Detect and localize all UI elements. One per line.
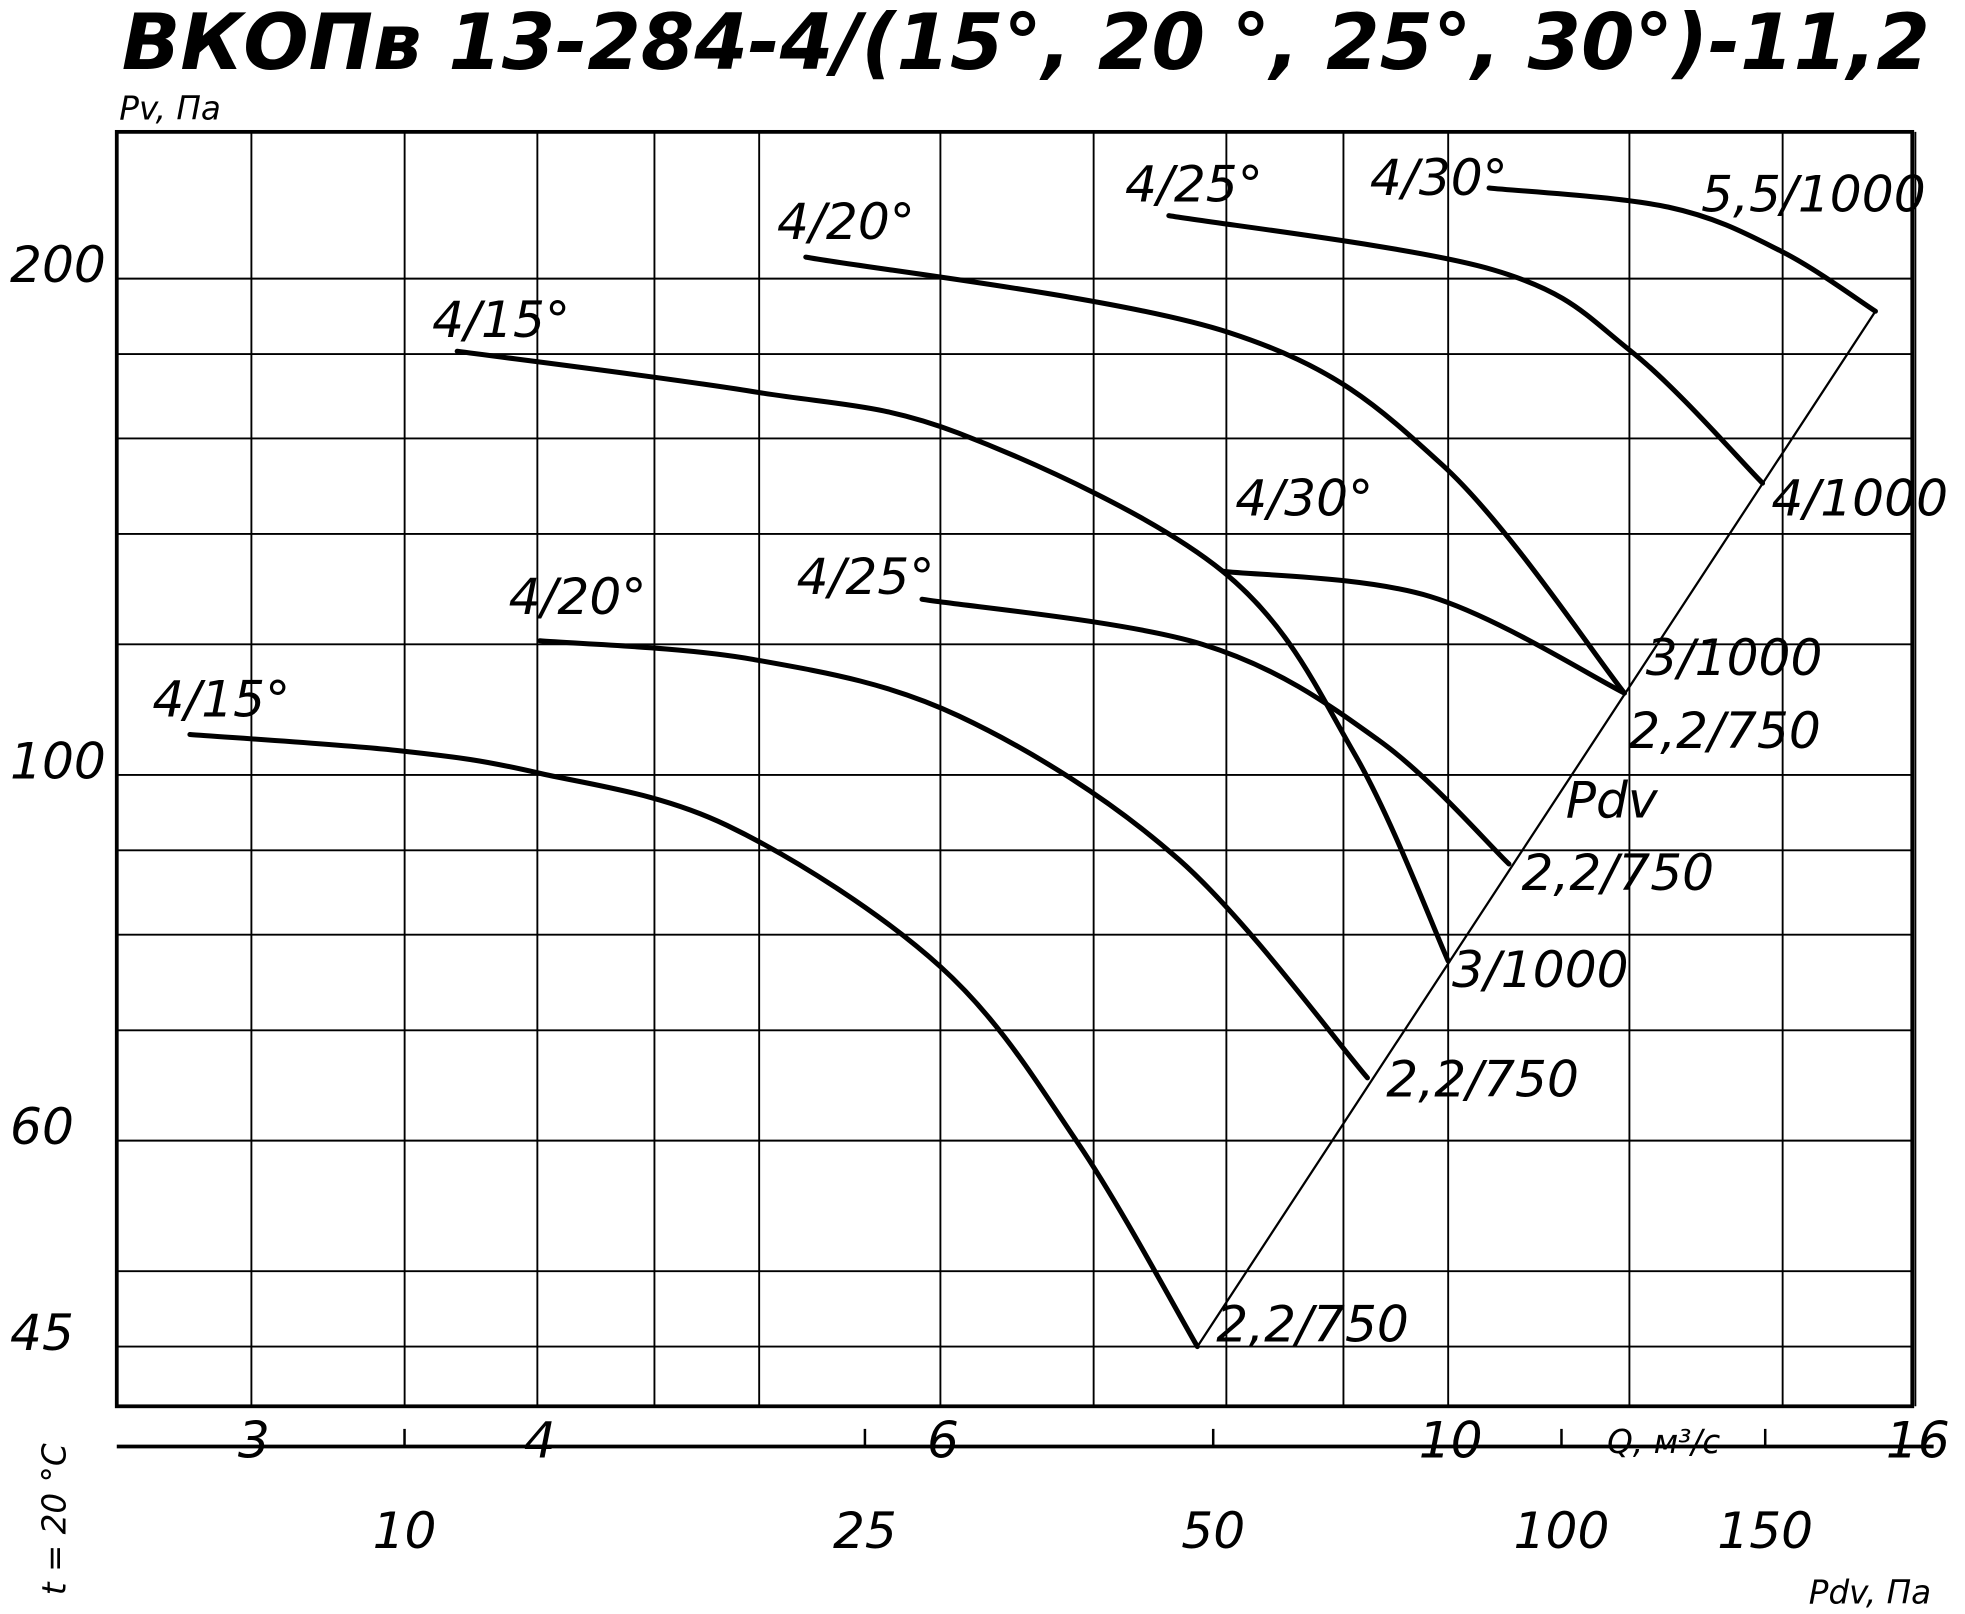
motor-label: 4/1000: [1771, 468, 1948, 527]
y-axis-label: Pv, Па: [119, 90, 221, 128]
motor-label: 3/1000: [1452, 940, 1629, 999]
motor-label: 5,5/1000: [1701, 165, 1926, 224]
x-tick-label: 4: [524, 1410, 556, 1469]
curve-name: 4/25°: [797, 547, 935, 606]
plot-frame: [114, 129, 1915, 1409]
pdv-label: Pdv: [1566, 771, 1659, 830]
temperature-note: t = 20 °C: [36, 1443, 74, 1595]
curve-name: 4/15°: [152, 670, 290, 729]
y-tick-label: 100: [10, 731, 106, 790]
curve-name: 4/25°: [1125, 154, 1263, 213]
motor-label: 2,2/750: [1216, 1294, 1409, 1353]
motor-label: 2,2/750: [1521, 843, 1714, 902]
curve: [454, 348, 1451, 964]
x2-tick-label: 100: [1514, 1501, 1610, 1560]
x2-tick-label: 25: [833, 1501, 897, 1560]
y-tick-label: 200: [10, 235, 106, 294]
curve: [803, 254, 1627, 696]
curve-name: 4/30°: [1370, 148, 1508, 207]
curve: [919, 596, 1512, 867]
motor-label: 3/1000: [1646, 628, 1823, 687]
curve-name: 4/20°: [777, 192, 915, 251]
x-tick-label: 3: [238, 1410, 270, 1469]
curve: [1166, 213, 1766, 486]
curve-name: 4/20°: [509, 567, 647, 626]
curve-name: 4/15°: [432, 290, 570, 349]
chart-title: ВКОПв 13-284-4/(15°, 20 °, 25°, 30°)-11,…: [122, 0, 1930, 88]
curve: [1220, 568, 1627, 696]
x-tick-label: 6: [927, 1410, 959, 1469]
x2-axis-label: Pdv, Па: [1809, 1574, 1931, 1612]
x-tick-label: 10: [1419, 1410, 1483, 1469]
pdv-line: [1196, 310, 1877, 1348]
motor-label: 2,2/750: [1386, 1049, 1579, 1108]
x2-tick-label: 10: [373, 1501, 437, 1560]
curve: [537, 638, 1370, 1081]
curve: [187, 732, 1200, 1350]
x2-tick-label: 50: [1181, 1501, 1245, 1560]
y-tick-label: 60: [10, 1097, 74, 1156]
x-tick-label: 16: [1886, 1410, 1950, 1469]
x2-tick-label: 150: [1717, 1501, 1813, 1560]
y-tick-label: 45: [10, 1303, 74, 1362]
x-axis-label: Q, м³/с: [1607, 1423, 1720, 1461]
motor-label: 2,2/750: [1628, 701, 1821, 760]
curve-name: 4/30°: [1235, 469, 1373, 528]
curve: [1486, 185, 1878, 314]
